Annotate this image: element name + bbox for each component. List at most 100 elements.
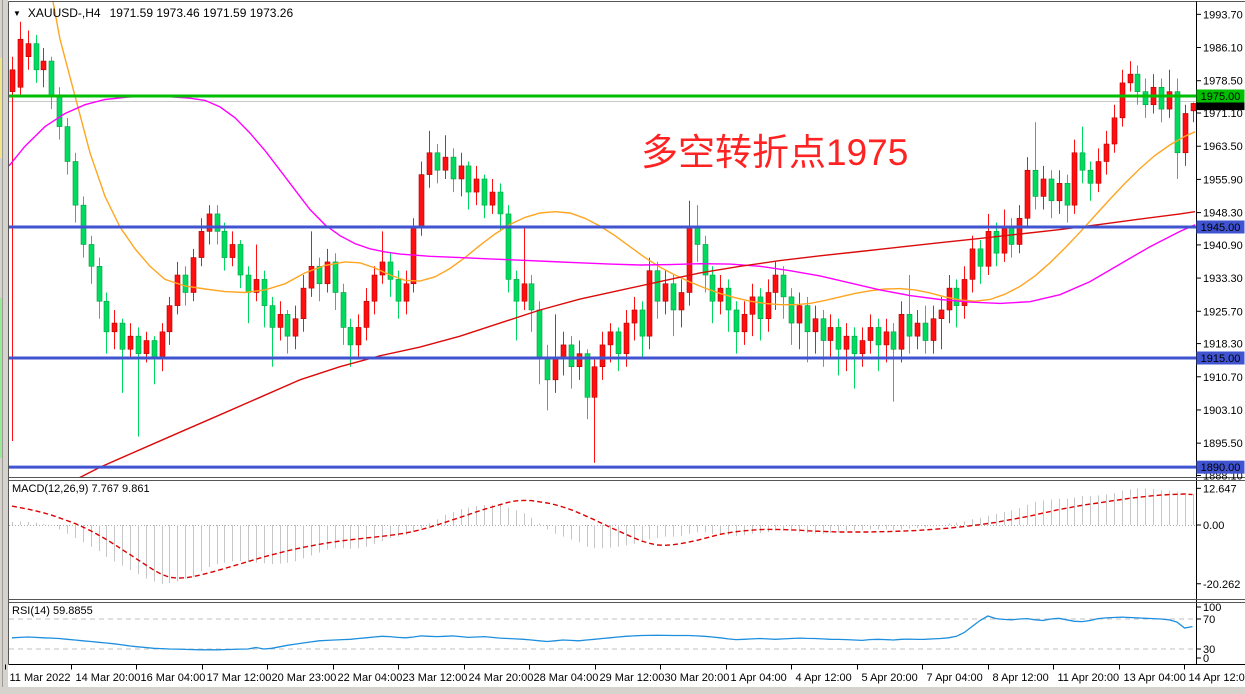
candle-body — [284, 314, 291, 337]
time-axis-label: 23 Mar 12:00 — [403, 672, 468, 684]
candle-body — [1111, 117, 1118, 145]
candle-body — [961, 279, 968, 306]
candle-body — [969, 248, 976, 280]
candle-body — [237, 244, 244, 276]
candle-body — [796, 305, 803, 324]
candle-body — [1174, 91, 1181, 154]
candle-body — [875, 327, 882, 346]
candle-body — [914, 322, 921, 337]
candle-body — [1048, 178, 1055, 202]
candle-body — [883, 331, 890, 346]
macd-axis-label: -20.262 — [1203, 579, 1240, 591]
candle-body — [788, 296, 795, 324]
price-axis-label: 1986.10 — [1203, 43, 1243, 55]
candle-body — [505, 213, 512, 280]
candle-body — [253, 279, 260, 293]
candle-body — [804, 305, 811, 333]
candle-body — [725, 287, 732, 311]
candle-body — [584, 353, 591, 398]
candle-body — [458, 165, 465, 180]
time-axis-label: 30 Mar 20:00 — [665, 672, 730, 684]
candle-body — [269, 305, 276, 328]
candle-body — [1040, 178, 1047, 197]
candle-body — [111, 322, 118, 333]
price-axis-label: 1910.70 — [1203, 372, 1243, 384]
candle-body — [135, 335, 142, 354]
candle-body — [103, 300, 110, 333]
candle-body — [143, 340, 150, 354]
candle-body — [906, 314, 913, 337]
time-axis[interactable]: 11 Mar 2022 14 Mar 20:00 16 Mar 04:00 17 Ma… — [5, 664, 1245, 685]
rsi-panel[interactable] — [9, 603, 1196, 663]
candle-body — [1190, 103, 1196, 112]
candle-body — [80, 204, 87, 245]
candle-body — [827, 327, 834, 341]
candle-body — [1103, 143, 1110, 162]
price-axis-label: 1940.90 — [1203, 240, 1243, 252]
rsi-axis-label: 30 — [1203, 644, 1215, 656]
candle-body — [473, 178, 480, 193]
candle-body — [1071, 152, 1078, 206]
time-axis-label: 17 Mar 12:00 — [207, 672, 272, 684]
candle-body — [277, 314, 284, 328]
candle-body — [363, 300, 370, 328]
candle-body — [347, 327, 354, 346]
price-axis-label: 1955.90 — [1203, 174, 1243, 186]
candle-body — [521, 283, 528, 302]
candle-body — [835, 327, 842, 350]
main-price-panel[interactable] — [9, 0, 1196, 483]
candle-body — [1095, 161, 1102, 184]
candle-body — [851, 335, 858, 354]
candle-body — [214, 213, 221, 232]
candle-body — [631, 309, 638, 324]
candle-body — [174, 274, 181, 306]
candle-body — [9, 69, 16, 92]
chart-symbol-title: XAUUSD-,H4 — [27, 6, 101, 20]
candle-body — [1016, 217, 1023, 245]
candle-body — [1079, 152, 1086, 171]
symbol-dropdown-icon[interactable]: ▼ — [13, 9, 21, 18]
candle-body — [426, 152, 433, 175]
candle-body — [442, 156, 449, 171]
candle-body — [1087, 169, 1094, 184]
candle-body — [615, 331, 622, 354]
candle-body — [395, 279, 402, 302]
candle-body — [568, 344, 575, 368]
candle-body — [96, 266, 103, 302]
candle-body — [340, 292, 347, 328]
candle-body — [25, 43, 32, 57]
rsi-line — [11, 615, 1193, 651]
candle-body — [662, 283, 669, 302]
macd-axis-label: 12.647 — [1203, 483, 1237, 495]
time-axis-label: 20 Mar 23:00 — [272, 672, 337, 684]
candle-body — [741, 314, 748, 333]
candle-body — [709, 274, 716, 302]
time-axis-label: 11 Apr 20:00 — [1058, 672, 1120, 684]
price-axis-label: 1978.50 — [1203, 76, 1243, 88]
candle-body — [591, 366, 598, 398]
candle-body — [489, 191, 496, 206]
candle-body — [993, 231, 1000, 254]
candle-body — [300, 287, 307, 320]
candle-body — [127, 335, 134, 350]
candle-body — [17, 38, 24, 88]
ma-mid-magenta-line — [9, 95, 1196, 305]
candle-body — [332, 261, 339, 293]
price-axis[interactable]: 1993.70 1986.10 1978.50 1971.10 1963.50 1955.… — [1196, 9, 1245, 665]
macd-axis-label: 0.00 — [1203, 520, 1224, 532]
main-chart-panel[interactable] — [9, 2, 1196, 477]
candle-body — [867, 327, 874, 341]
window-left-edge — [0, 0, 8, 694]
time-axis-label: 13 Apr 04:00 — [1124, 672, 1186, 684]
price-axis-label: 1903.10 — [1203, 405, 1243, 417]
price-axis-label: 1918.30 — [1203, 339, 1243, 351]
candle-body — [938, 309, 945, 320]
candle-body — [1158, 86, 1165, 110]
candle-body — [229, 244, 236, 258]
candle-body — [576, 353, 583, 368]
candle-body — [1142, 91, 1149, 106]
macd-panel[interactable] — [9, 482, 1196, 599]
candle-body — [1119, 82, 1126, 119]
